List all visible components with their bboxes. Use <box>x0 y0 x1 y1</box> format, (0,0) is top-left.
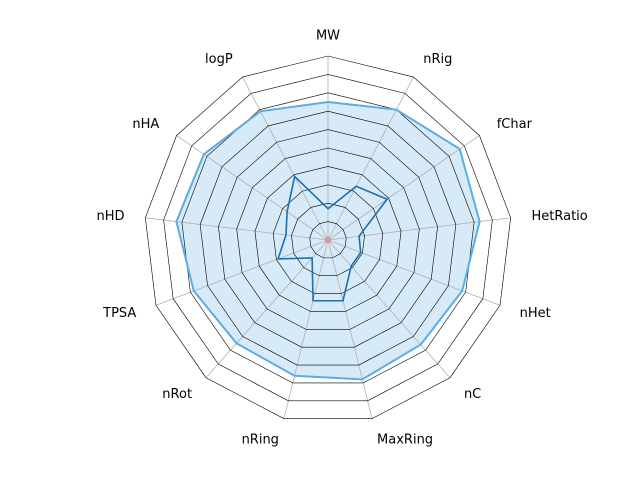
axis-label-nhd: nHD <box>96 209 124 224</box>
reference-upper-line <box>175 100 481 381</box>
axis-label-nhet: nHet <box>520 306 551 321</box>
axis-label-logp: logP <box>205 52 233 67</box>
axis-label-nrig: nRig <box>423 52 452 67</box>
grid-ring <box>272 184 384 294</box>
axis-label-maxring: MaxRing <box>377 433 433 448</box>
axis-label-tpsa: TPSA <box>102 306 136 321</box>
axis-label-nha: nHA <box>132 117 159 132</box>
grid-ring <box>181 92 475 384</box>
axis-label-nc: nC <box>464 387 481 402</box>
grid-ring <box>254 166 402 312</box>
axis-label-hetratio: HetRatio <box>532 209 588 224</box>
compound-line <box>276 174 389 302</box>
grid-ring <box>145 55 511 419</box>
axis-label-nring: nRing <box>242 433 279 448</box>
reference-lower-line <box>324 236 332 244</box>
grid-ring <box>309 221 347 259</box>
grid-ring <box>291 202 365 277</box>
axis-label-fchar: fChar <box>497 117 533 132</box>
grid-ring <box>236 147 420 330</box>
grid-ring <box>218 129 438 348</box>
axis-label-nrot: nRot <box>162 387 192 402</box>
grid-ring <box>163 74 493 402</box>
axis-label-mw: MW <box>316 29 340 44</box>
grid-ring <box>199 110 457 366</box>
